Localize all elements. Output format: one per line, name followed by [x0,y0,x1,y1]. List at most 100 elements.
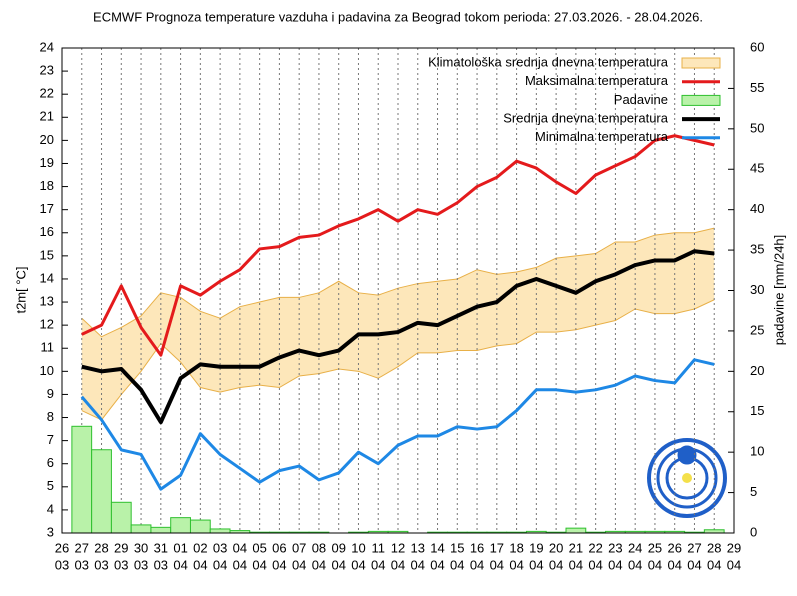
x-tick-label: 04 [173,557,187,572]
legend-label: Minimalna temperatura [535,129,669,144]
x-tick-label: 08 [312,540,326,555]
line [81,249,715,425]
x-tick-label: 03 [213,540,227,555]
x-tick-label: 03 [94,557,108,572]
y-tick-label: 18 [40,178,54,193]
x-tick-label: 04 [549,557,563,572]
x-tick-label: 26 [667,540,681,555]
x-tick-label: 04 [667,557,681,572]
x-tick-label: 04 [331,557,345,572]
y2-tick-label: 30 [750,282,764,297]
y2-tick-label: 5 [750,484,757,499]
x-tick-label: 04 [588,557,602,572]
x-tick-label: 15 [450,540,464,555]
bar [150,526,172,534]
x-tick-label: 23 [608,540,622,555]
y-tick-label: 3 [47,524,54,539]
x-tick-label: 09 [331,540,345,555]
y-tick-label: 22 [40,86,54,101]
x-tick-label: 18 [509,540,523,555]
y2-tick-label: 50 [750,120,764,135]
x-tick-label: 04 [470,557,484,572]
x-tick-label: 04 [233,540,247,555]
x-tick-label: 04 [272,557,286,572]
x-tick-label: 27 [687,540,701,555]
y2-tick-label: 60 [750,39,764,54]
legend-swatch [681,94,721,106]
x-tick-label: 28 [94,540,108,555]
x-tick-label: 16 [470,540,484,555]
x-tick-label: 05 [252,540,266,555]
y-tick-label: 11 [41,340,55,355]
x-tick-label: 01 [173,540,187,555]
y-tick-label: 9 [47,386,54,401]
x-tick-label: 04 [490,557,504,572]
y-tick-label: 4 [47,501,54,516]
bar [110,501,132,534]
y2-tick-label: 25 [750,322,764,337]
y-tick-label: 21 [40,109,54,124]
x-tick-label: 10 [351,540,365,555]
x-tick-label: 04 [648,557,662,572]
x-tick-label: 19 [529,540,543,555]
legend-label: Maksimalna temperatura [525,73,669,88]
y-tick-label: 8 [47,409,54,424]
y-tick-label: 15 [40,247,54,262]
y-tick-label: 14 [40,270,54,285]
x-tick-label: 04 [292,557,306,572]
bar [189,519,211,534]
x-tick-label: 03 [75,557,89,572]
y-tick-label: 7 [47,432,54,447]
legend-label: Srednja dnevna temperatura [503,111,669,126]
x-tick-label: 04 [193,557,207,572]
legend-swatch [681,57,721,69]
x-tick-label: 30 [134,540,148,555]
x-tick-label: 03 [134,557,148,572]
x-tick-label: 04 [213,557,227,572]
x-tick-label: 02 [193,540,207,555]
y2-tick-label: 35 [750,242,764,257]
x-tick-label: 04 [411,557,425,572]
y-tick-label: 5 [47,478,54,493]
logo [647,438,727,518]
y2-axis-label: padavine [mm/24h] [771,235,786,346]
band-edge-lower [81,299,715,421]
x-tick-label: 26 [55,540,69,555]
plot-frame [61,47,735,534]
line [80,358,715,491]
legend: Klimatološka srednja dnevna temperatura M… [428,54,721,144]
x-tick-label: 17 [490,540,504,555]
y-tick-label: 23 [40,63,54,78]
y-tick-label: 17 [40,201,54,216]
x-tick-label: 25 [648,540,662,555]
x-tick-label: 04 [391,557,405,572]
bar [91,449,112,534]
x-tick-label: 04 [233,557,247,572]
x-tick-label: 07 [292,540,306,555]
x-tick-label: 03 [55,557,69,572]
y-tick-label: 10 [40,363,54,378]
line [81,134,715,357]
x-tick-label: 11 [371,540,385,555]
y2-tick-label: 10 [750,444,764,459]
x-tick-label: 13 [411,540,425,555]
x-tick-label: 04 [371,557,385,572]
x-tick-label: 20 [549,540,563,555]
x-tick-label: 06 [272,540,286,555]
x-tick-label: 22 [588,540,602,555]
bar [565,527,587,534]
x-tick-label: 31 [154,540,168,555]
y2-tick-label: 55 [750,80,764,95]
axis-layer: 3456789101112131415161718192021222324051… [40,39,765,572]
y-tick-label: 24 [40,39,54,54]
x-tick-label: 29 [727,540,741,555]
x-tick-label: 21 [569,540,583,555]
x-tick-label: 04 [252,557,266,572]
x-tick-label: 12 [391,540,405,555]
bar [170,517,191,534]
y-tick-label: 20 [40,132,54,147]
x-tick-label: 03 [114,557,128,572]
bar [71,425,93,534]
x-tick-label: 14 [430,540,444,555]
